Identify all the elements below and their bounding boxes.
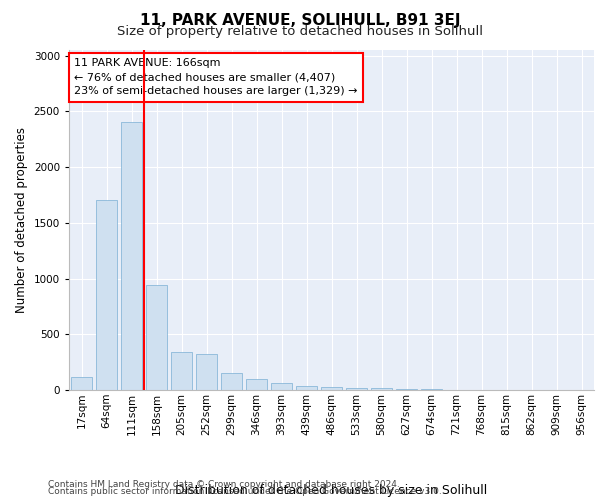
Bar xyxy=(246,380,267,390)
Bar xyxy=(146,285,167,390)
Y-axis label: Number of detached properties: Number of detached properties xyxy=(15,127,28,313)
Text: Size of property relative to detached houses in Solihull: Size of property relative to detached ho… xyxy=(117,25,483,38)
Bar xyxy=(346,388,367,390)
Text: Contains HM Land Registry data © Crown copyright and database right 2024.: Contains HM Land Registry data © Crown c… xyxy=(48,480,400,489)
X-axis label: Distribution of detached houses by size in Solihull: Distribution of detached houses by size … xyxy=(175,484,488,496)
Text: Contains public sector information licensed under the Open Government Licence v3: Contains public sector information licen… xyxy=(48,488,442,496)
Bar xyxy=(171,352,192,390)
Bar xyxy=(321,386,342,390)
Bar xyxy=(296,386,317,390)
Bar xyxy=(71,376,92,390)
Bar xyxy=(121,122,142,390)
Bar xyxy=(271,383,292,390)
Bar xyxy=(221,374,242,390)
Bar xyxy=(196,354,217,390)
Text: 11 PARK AVENUE: 166sqm
← 76% of detached houses are smaller (4,407)
23% of semi-: 11 PARK AVENUE: 166sqm ← 76% of detached… xyxy=(74,58,358,96)
Bar xyxy=(396,389,417,390)
Bar xyxy=(96,200,117,390)
Text: 11, PARK AVENUE, SOLIHULL, B91 3EJ: 11, PARK AVENUE, SOLIHULL, B91 3EJ xyxy=(140,12,460,28)
Bar xyxy=(371,388,392,390)
